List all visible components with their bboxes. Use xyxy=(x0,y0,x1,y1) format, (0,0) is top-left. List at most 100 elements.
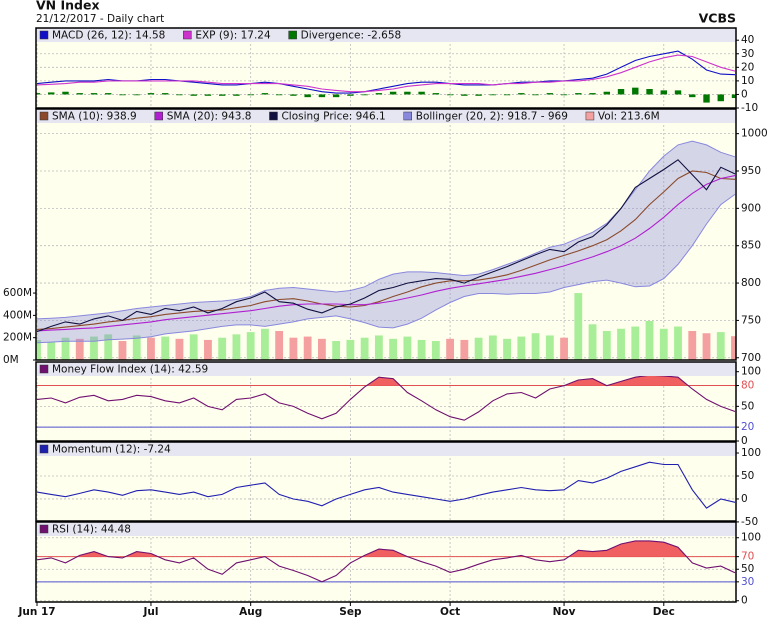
volume-bar xyxy=(574,293,583,360)
panel-border xyxy=(35,441,737,522)
legend-label: MACD (26, 12): 14.58 xyxy=(52,30,165,42)
volume-bar xyxy=(716,332,725,360)
volume-bar xyxy=(132,335,141,360)
volume-bar xyxy=(645,320,654,360)
volume-bar xyxy=(517,336,526,360)
series-line xyxy=(36,50,736,94)
legend-swatch xyxy=(269,111,278,121)
y-tick-label: 100 xyxy=(741,447,761,459)
volume-bar xyxy=(75,338,84,360)
chart-subtitle: 21/12/2017 - Daily chart xyxy=(36,13,164,25)
volume-bar xyxy=(474,337,483,360)
volume-bar xyxy=(688,330,697,360)
legend-label: SMA (10): 938.9 xyxy=(52,111,137,123)
series-line xyxy=(36,170,736,330)
divergence-bar xyxy=(247,94,254,96)
divergence-bar xyxy=(432,93,440,95)
y-tick-label: 50 xyxy=(741,400,754,412)
volume-bar xyxy=(104,334,113,360)
x-tick-label: Sep xyxy=(339,606,362,618)
divergence-bar xyxy=(48,92,55,95)
panel-border xyxy=(35,361,737,442)
volume-bar xyxy=(389,338,398,360)
volume-bar xyxy=(36,339,41,360)
y2-tick-label: 600M xyxy=(3,287,32,299)
divergence-bar xyxy=(318,94,326,98)
legend-strip xyxy=(36,109,736,123)
divergence-bar xyxy=(389,91,397,95)
y2-tick-label: 200M xyxy=(3,332,32,344)
y-tick-label: 100 xyxy=(741,366,761,378)
divergence-bar xyxy=(375,93,383,95)
divergence-bar xyxy=(731,94,736,99)
volume-bar xyxy=(346,339,355,360)
legend-swatch xyxy=(39,111,49,121)
divergence-bar xyxy=(76,93,83,95)
divergence-bar xyxy=(475,94,482,96)
legend-label: RSI (14): 44.48 xyxy=(52,524,131,536)
volume-bar xyxy=(674,326,682,360)
legend-label: SMA (20): 943.8 xyxy=(167,111,252,123)
divergence-bar xyxy=(261,93,269,95)
y-tick-label: 900 xyxy=(741,202,761,214)
divergence-bar xyxy=(105,93,112,95)
volume-bar xyxy=(374,335,383,360)
divergence-bar xyxy=(133,94,140,96)
legend-label: Vol: 213.6M xyxy=(598,111,660,123)
panel-plot xyxy=(36,109,736,360)
volume-bar xyxy=(417,339,426,360)
overbought-fill xyxy=(37,375,735,386)
divergence-bar xyxy=(119,94,126,96)
volume-bar xyxy=(303,336,312,360)
divergence-bar xyxy=(176,94,183,96)
divergence-bar xyxy=(632,87,639,95)
y-tick-label: 10 xyxy=(741,75,754,87)
x-tick-label: Jul xyxy=(142,606,158,618)
divergence-bar xyxy=(36,93,41,95)
divergence-bar xyxy=(62,91,69,95)
divergence-bar xyxy=(190,94,197,96)
y-tick-label: 950 xyxy=(741,165,761,177)
legend-swatch xyxy=(39,444,49,454)
y-tick-label: 0 xyxy=(741,493,748,505)
y-tick-label: 700 xyxy=(741,352,761,364)
bollinger-lower xyxy=(36,193,736,344)
overbought-fill xyxy=(77,540,687,557)
legend-swatch xyxy=(585,111,595,121)
volume-bar xyxy=(332,341,341,360)
divergence-bar xyxy=(674,90,682,95)
volume-bar xyxy=(560,337,568,360)
divergence-bar xyxy=(275,94,283,96)
volume-bar xyxy=(403,336,412,360)
volume-bar xyxy=(617,328,625,360)
divergence-bar xyxy=(218,94,226,96)
volume-bar xyxy=(731,336,736,360)
series-line xyxy=(36,175,736,332)
y-tick-label: 800 xyxy=(741,277,761,289)
x-tick-label: Dec xyxy=(653,606,675,618)
volume-bar xyxy=(488,335,497,360)
legend-swatch xyxy=(183,30,192,40)
volume-bar xyxy=(431,341,440,360)
volume-bar xyxy=(218,337,227,360)
volume-bar xyxy=(602,330,611,360)
divergence-bar xyxy=(204,94,212,96)
legend-swatch xyxy=(288,30,297,40)
series-line xyxy=(36,374,736,421)
panel-border xyxy=(35,521,737,603)
divergence-bar xyxy=(503,94,511,96)
x-tick-label: Nov xyxy=(553,606,576,618)
series-line xyxy=(36,159,736,333)
chart-title: VN Index xyxy=(36,0,100,13)
volume-bar xyxy=(61,337,70,360)
legend-swatch xyxy=(39,364,49,374)
y-tick-label: 1000 xyxy=(741,128,768,140)
volume-bar xyxy=(204,339,212,360)
volume-bar xyxy=(631,326,640,360)
divergence-bar xyxy=(90,93,98,95)
y-tick-label: 0 xyxy=(741,595,748,607)
volume-bar xyxy=(289,337,298,360)
volume-bar xyxy=(118,341,127,360)
volume-bar xyxy=(446,338,455,360)
volume-bar xyxy=(531,333,540,360)
